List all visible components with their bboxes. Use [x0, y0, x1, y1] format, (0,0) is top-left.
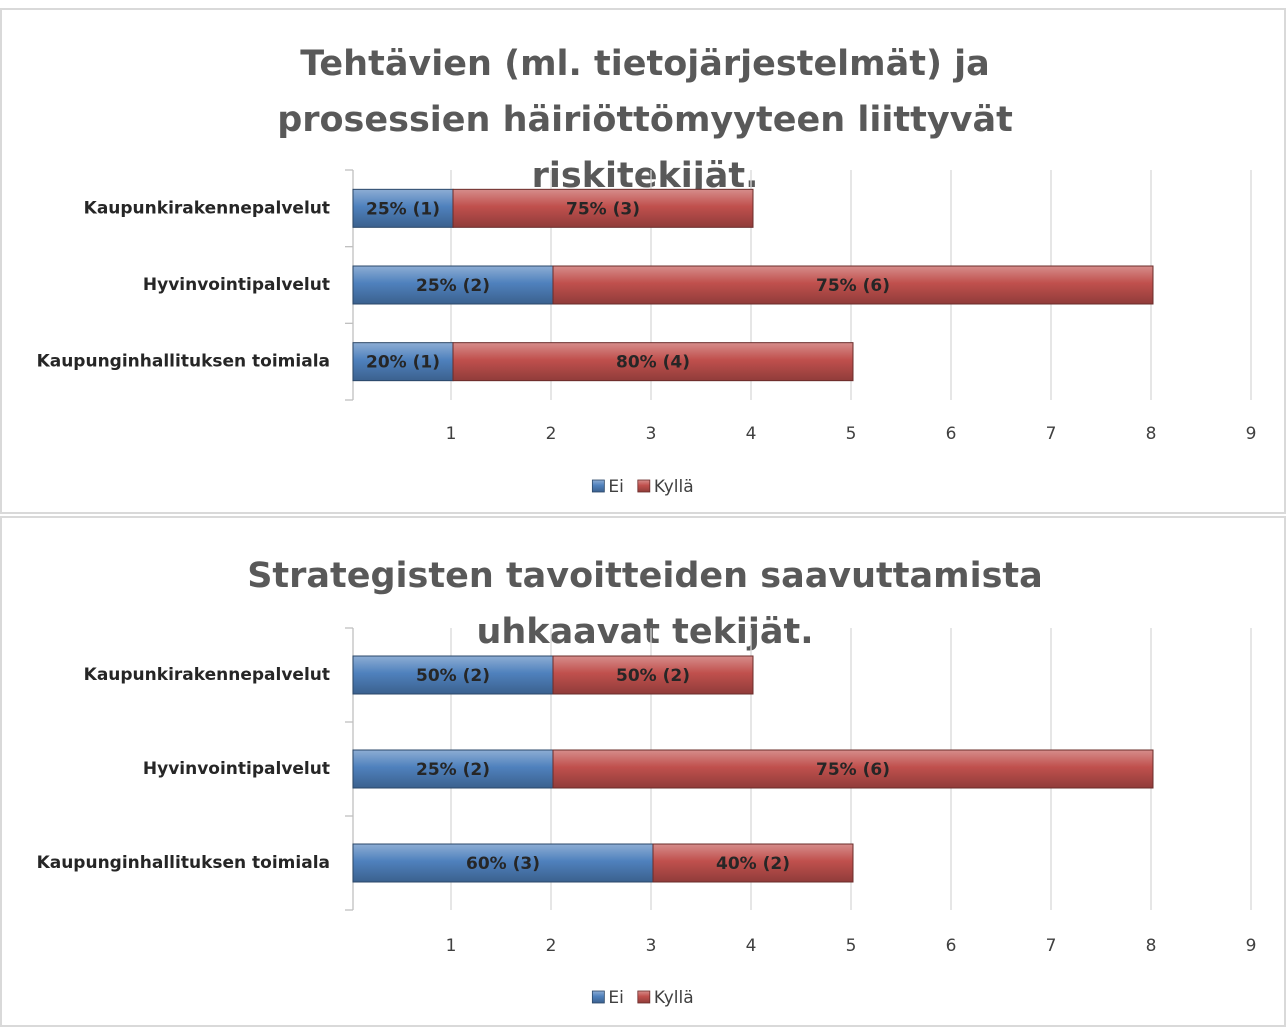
chart-panel: Strategisten tavoitteiden saavuttamista … — [0, 516, 1286, 1027]
chart-panel: Tehtävien (ml. tietojärjestelmät) ja pro… — [0, 8, 1286, 514]
x-tick-label: 3 — [646, 936, 657, 956]
legend-label: Kyllä — [654, 477, 694, 497]
bar — [352, 265, 554, 305]
legend-swatch — [591, 990, 605, 1004]
data-label: 75% (6) — [816, 760, 890, 780]
category-label: Hyvinvointipalvelut — [143, 759, 330, 779]
x-tick-label: 2 — [546, 936, 557, 956]
x-tick-label: 9 — [1246, 936, 1257, 956]
data-label: 60% (3) — [466, 854, 540, 874]
data-label: 75% (6) — [816, 276, 890, 296]
x-tick-label: 7 — [1046, 936, 1057, 956]
bar — [552, 749, 1154, 789]
x-tick-label: 2 — [546, 424, 557, 444]
x-tick-label: 3 — [646, 424, 657, 444]
data-label: 80% (4) — [616, 353, 690, 373]
bar — [352, 749, 554, 789]
bar — [352, 843, 654, 883]
legend-label: Ei — [608, 988, 623, 1008]
legend-label: Ei — [608, 477, 623, 497]
legend-swatch — [591, 479, 605, 493]
data-label: 75% (3) — [566, 199, 640, 219]
data-label: 50% (2) — [416, 666, 490, 686]
data-label: 25% (1) — [366, 199, 440, 219]
x-tick-label: 9 — [1246, 424, 1257, 444]
data-label: 50% (2) — [616, 666, 690, 686]
x-tick-label: 6 — [946, 936, 957, 956]
data-label: 40% (2) — [716, 854, 790, 874]
bar — [652, 843, 854, 883]
category-label: Kaupunginhallituksen toimiala — [37, 853, 330, 873]
chart-title: Strategisten tavoitteiden saavuttamista … — [247, 556, 1043, 652]
bar — [452, 342, 854, 382]
x-tick-label: 6 — [946, 424, 957, 444]
bar — [352, 188, 454, 228]
data-label: 25% (2) — [416, 760, 490, 780]
x-tick-label: 8 — [1146, 936, 1157, 956]
x-tick-label: 1 — [446, 424, 457, 444]
bar — [352, 342, 454, 382]
chart: 1 2 3 4 5 6 7 8 9 Kaupunkirakennepalvelut 50% (2) 5… — [37, 627, 1257, 1008]
x-tick-label: 5 — [846, 936, 857, 956]
category-label: Hyvinvointipalvelut — [143, 275, 330, 295]
x-tick-label: 5 — [846, 424, 857, 444]
x-tick-label: 1 — [446, 936, 457, 956]
chart: 1 2 3 4 5 6 7 8 9 Kaupunkirakennepalvelut 25% (1) 7… — [37, 169, 1257, 497]
data-label: 20% (1) — [366, 353, 440, 373]
category-label: Kaupunkirakennepalvelut — [84, 665, 330, 685]
x-tick-label: 4 — [746, 424, 757, 444]
legend-swatch — [637, 990, 651, 1004]
x-tick-label: 4 — [746, 936, 757, 956]
legend-label: Kyllä — [654, 988, 694, 1008]
category-label: Kaupunginhallituksen toimiala — [37, 352, 330, 372]
x-tick-label: 7 — [1046, 424, 1057, 444]
category-label: Kaupunkirakennepalvelut — [84, 198, 330, 218]
chart-title: Tehtävien (ml. tietojärjestelmät) ja pro… — [277, 44, 1013, 196]
data-label: 25% (2) — [416, 276, 490, 296]
bar — [452, 188, 754, 228]
x-tick-label: 8 — [1146, 424, 1157, 444]
bar — [552, 655, 754, 695]
bar — [552, 265, 1154, 305]
legend-swatch — [637, 479, 651, 493]
